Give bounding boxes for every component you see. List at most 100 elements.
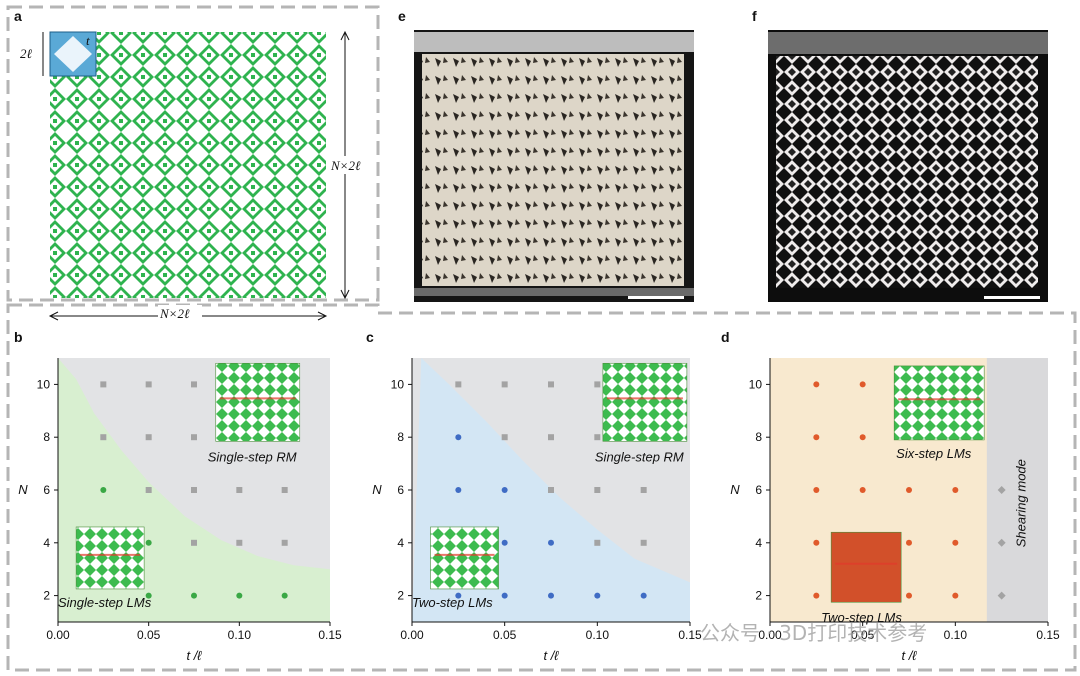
- height-label-bg: [330, 156, 370, 174]
- specimen-e: [422, 54, 684, 286]
- x-tick-label: 0.05: [493, 628, 517, 642]
- width-label-bg: [158, 305, 202, 321]
- data-point-circle: [906, 487, 912, 493]
- x-axis-title: t /ℓ: [901, 648, 917, 663]
- data-point-circle: [952, 592, 959, 599]
- data-point-circle: [548, 539, 554, 546]
- x-tick-label: 0.10: [228, 628, 252, 642]
- y-tick-label: 8: [755, 430, 762, 444]
- width-label: N×2ℓ: [159, 306, 190, 321]
- loading-plate-top: [414, 32, 694, 52]
- y-tick-label: 6: [43, 483, 50, 497]
- x-axis-title: t /ℓ: [543, 648, 559, 663]
- y-tick-label: 10: [391, 377, 405, 391]
- inset-image: [893, 365, 985, 441]
- height-dim-arrow-top: [340, 30, 350, 41]
- data-point-square: [100, 434, 107, 441]
- specimen-f: [776, 56, 1038, 288]
- y-tick-label: 2: [755, 589, 762, 603]
- data-point-circle: [100, 487, 107, 493]
- data-point-square: [594, 487, 601, 493]
- data-point-diamond: [997, 538, 1006, 547]
- x-tick-label: 0.00: [400, 628, 424, 642]
- data-point-circle: [640, 592, 647, 599]
- inset-image: [430, 526, 499, 590]
- data-point-square: [191, 381, 197, 388]
- x-tick-label: 0.10: [586, 628, 610, 642]
- loading-plate-bottom: [414, 288, 694, 296]
- data-point-circle: [548, 592, 554, 599]
- data-point-square: [100, 381, 107, 388]
- inset-label: Single-step RM: [208, 449, 297, 464]
- data-point-square: [281, 487, 288, 493]
- x-tick-label: 0.05: [851, 628, 875, 642]
- data-point-diamond: [997, 486, 1006, 494]
- data-point-circle: [501, 487, 508, 493]
- data-point-square: [145, 381, 152, 388]
- data-point-square: [145, 434, 152, 441]
- y-axis-title: N: [730, 482, 740, 497]
- data-point-circle: [906, 592, 912, 599]
- inset-label: Single-step RM: [595, 449, 684, 464]
- data-point-circle: [281, 592, 288, 599]
- data-point-circle: [813, 592, 820, 599]
- data-point-square: [236, 487, 243, 493]
- watermark: 公众号 · 3D打印技术参考: [700, 621, 927, 645]
- data-point-circle: [191, 592, 197, 599]
- data-point-circle: [501, 539, 508, 546]
- scale-bar-e: [628, 296, 684, 299]
- y-axis-title: N: [18, 482, 28, 497]
- x-axis-title: t /ℓ: [186, 648, 202, 663]
- data-point-square: [640, 539, 647, 546]
- x-tick-label: 0.10: [944, 628, 968, 642]
- y-axis-title: N: [372, 482, 382, 497]
- data-point-circle: [813, 539, 820, 546]
- region-shear: [986, 358, 1048, 622]
- y-tick-label: 10: [749, 377, 763, 391]
- unit-cell-motif: [54, 36, 92, 72]
- data-point-circle: [813, 434, 820, 441]
- inset-image: [830, 531, 902, 603]
- data-point-circle: [859, 487, 866, 493]
- unit-height-label: 2ℓ: [20, 46, 33, 61]
- data-point-square: [191, 539, 197, 546]
- data-point-circle: [594, 592, 601, 599]
- data-point-square: [191, 434, 197, 441]
- panel-letter-d: d: [721, 329, 730, 345]
- panel-letter-f: f: [752, 8, 757, 24]
- data-point-circle: [859, 434, 866, 441]
- data-point-square: [548, 381, 554, 388]
- data-point-circle: [813, 381, 820, 388]
- inset-image: [75, 526, 145, 590]
- panel-e-photo: [414, 30, 694, 302]
- panel-letter-c: c: [366, 329, 374, 345]
- label-shearing-mode: Shearing mode: [1014, 459, 1029, 547]
- panel-letter-b: b: [14, 329, 23, 345]
- data-point-square: [191, 487, 197, 493]
- data-point-circle: [906, 539, 912, 546]
- frame-top-left: [6, 5, 380, 302]
- y-tick-label: 4: [43, 536, 50, 550]
- data-point-circle: [236, 592, 243, 599]
- data-point-square: [236, 539, 243, 546]
- inset-label: Six-step LMs: [896, 446, 972, 461]
- x-tick-label: 0.15: [678, 628, 702, 642]
- data-point-square: [501, 381, 508, 388]
- y-tick-label: 8: [43, 430, 50, 444]
- data-point-circle: [501, 592, 508, 599]
- data-point-circle: [145, 592, 152, 599]
- data-point-circle: [952, 539, 959, 546]
- width-dim-arrow-right: [317, 311, 328, 321]
- inset-label: Single-step LMs: [58, 595, 152, 610]
- data-point-square: [640, 487, 647, 493]
- inset-image: [602, 362, 688, 442]
- height-label: N×2ℓ: [330, 158, 361, 173]
- data-point-square: [548, 434, 554, 441]
- data-point-circle: [813, 487, 820, 493]
- x-tick-label: 0.00: [758, 628, 782, 642]
- data-point-circle: [455, 592, 462, 599]
- y-tick-label: 8: [397, 430, 404, 444]
- panel-letter-e: e: [398, 8, 406, 24]
- data-point-diamond: [997, 591, 1006, 600]
- data-point-square: [594, 539, 601, 546]
